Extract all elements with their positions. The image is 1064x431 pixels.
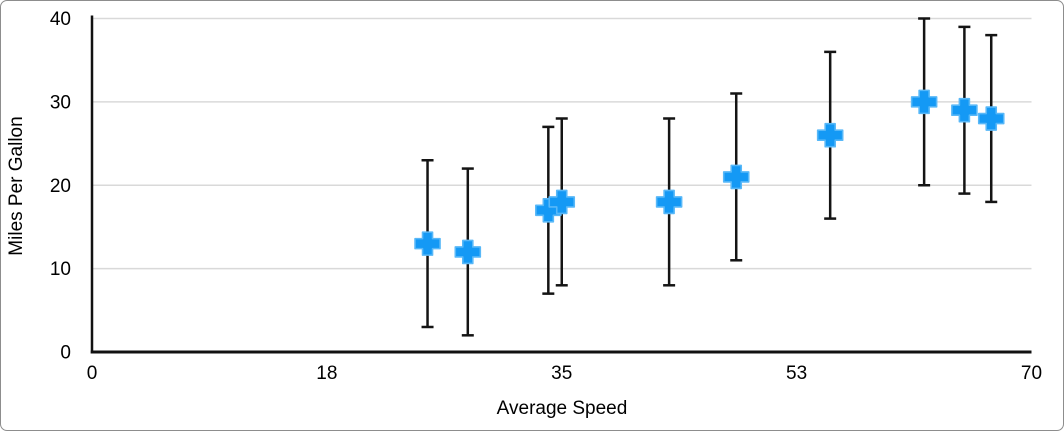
data-point-marker[interactable]	[910, 89, 938, 115]
y-tick-label: 40	[50, 9, 71, 30]
y-tick-label: 0	[60, 343, 71, 364]
x-tick-label: 70	[1021, 363, 1042, 384]
data-point-marker[interactable]	[414, 231, 441, 256]
data-point-marker[interactable]	[535, 197, 562, 223]
data-point-marker[interactable]	[977, 106, 1005, 131]
axes	[90, 15, 1032, 354]
y-tick-label: 10	[50, 259, 71, 280]
data-point-marker[interactable]	[816, 122, 844, 148]
y-tick-label: 20	[50, 176, 71, 197]
x-tick-label: 18	[316, 363, 337, 384]
data-point-marker[interactable]	[655, 189, 683, 215]
y-axis-title: Miles Per Gallon	[6, 116, 27, 255]
x-tick-label: 35	[551, 363, 572, 384]
x-tick-label: 0	[87, 363, 98, 384]
data-point-marker[interactable]	[951, 97, 978, 123]
x-tick-label: 53	[786, 363, 807, 384]
x-axis-title: Average Speed	[497, 398, 628, 419]
data-point-marker[interactable]	[548, 189, 576, 215]
tick-labels: 0 10 20 30 40 0 18 35 53 70	[50, 9, 1042, 384]
data-points	[414, 89, 1005, 265]
error-bars	[421, 17, 998, 337]
data-point-marker[interactable]	[454, 239, 482, 265]
data-point-marker[interactable]	[722, 164, 750, 190]
y-tick-label: 30	[50, 92, 71, 113]
